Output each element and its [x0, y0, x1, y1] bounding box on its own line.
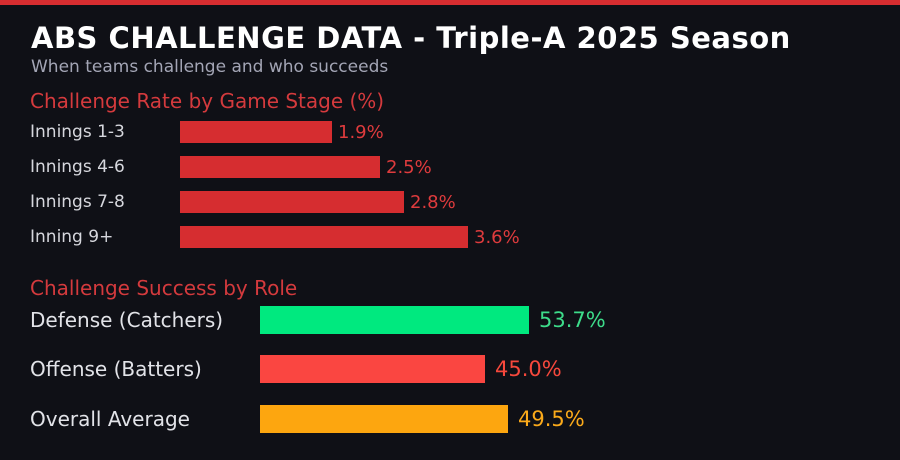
bar-overall-average	[260, 405, 508, 433]
page-subtitle: When teams challenge and who succeeds	[31, 57, 389, 77]
category-label-overall-average: Overall Average	[30, 407, 190, 431]
value-label-innings-1-3: 1.9%	[338, 121, 384, 143]
table-row: Innings 1-3 1.9%	[30, 121, 900, 143]
category-label-offense-batters: Offense (Batters)	[30, 357, 202, 381]
table-row: Overall Average 49.5%	[30, 405, 900, 433]
table-row: Inning 9+ 3.6%	[30, 226, 900, 248]
section-heading-challenge-rate: Challenge Rate by Game Stage (%)	[30, 89, 385, 113]
bar-innings-7-8	[180, 191, 404, 213]
category-label-inning-9plus: Inning 9+	[30, 227, 114, 247]
category-label-defense-catchers: Defense (Catchers)	[30, 308, 224, 332]
value-label-overall-average: 49.5%	[518, 407, 585, 431]
value-label-innings-7-8: 2.8%	[410, 191, 456, 213]
value-label-inning-9plus: 3.6%	[474, 226, 520, 248]
bar-inning-9plus	[180, 226, 468, 248]
table-row: Innings 4-6 2.5%	[30, 156, 900, 178]
value-label-offense-batters: 45.0%	[495, 357, 562, 381]
bar-innings-1-3	[180, 121, 332, 143]
table-row: Innings 7-8 2.8%	[30, 191, 900, 213]
table-row: Offense (Batters) 45.0%	[30, 355, 900, 383]
table-row: Defense (Catchers) 53.7%	[30, 306, 900, 334]
value-label-innings-4-6: 2.5%	[386, 156, 432, 178]
bar-innings-4-6	[180, 156, 380, 178]
category-label-innings-7-8: Innings 7-8	[30, 192, 125, 212]
value-label-defense-catchers: 53.7%	[539, 308, 606, 332]
category-label-innings-1-3: Innings 1-3	[30, 122, 125, 142]
page-title: ABS CHALLENGE DATA - Triple-A 2025 Seaso…	[31, 21, 791, 55]
bar-defense-catchers	[260, 306, 529, 334]
bar-offense-batters	[260, 355, 485, 383]
category-label-innings-4-6: Innings 4-6	[30, 157, 125, 177]
accent-top-strip	[0, 0, 900, 5]
section-heading-challenge-success: Challenge Success by Role	[30, 276, 298, 300]
